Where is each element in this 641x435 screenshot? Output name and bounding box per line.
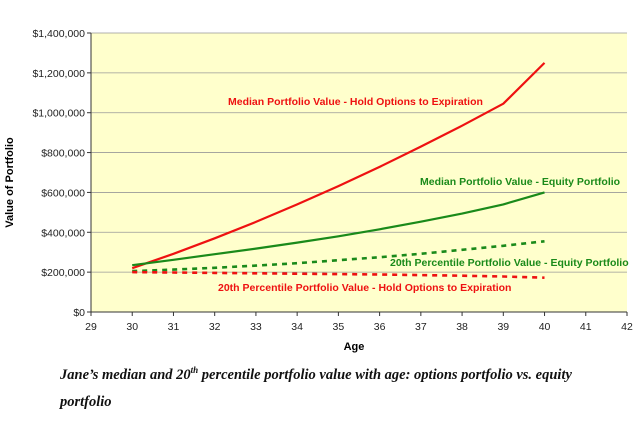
series-line-p20-equity <box>132 240 545 273</box>
x-tick-label-35: 35 <box>333 321 345 333</box>
y-tick-label-1: $200,000 <box>41 267 85 279</box>
series-line-p20-hold-options <box>132 270 545 279</box>
y-tick-label-5: $1,000,000 <box>32 108 85 120</box>
series-line-median-equity <box>132 191 545 267</box>
x-tick-label-41: 41 <box>580 321 592 333</box>
series-label-p20-equity: 20th Percentile Portfolio Value - Equity… <box>390 257 629 269</box>
x-tick-label-34: 34 <box>291 321 303 333</box>
x-axis-ticks: 29 30 31 32 33 34 35 36 37 38 39 40 41 42 <box>85 312 633 333</box>
figure-caption: Jane’s median and 20th percentile portfo… <box>60 362 620 416</box>
y-tick-label-7: $1,400,000 <box>32 28 85 40</box>
y-tick-label-4: $800,000 <box>41 148 85 160</box>
caption-superscript: th <box>190 365 199 376</box>
x-tick-label-38: 38 <box>456 321 468 333</box>
y-tick-label-6: $1,200,000 <box>32 68 85 80</box>
y-axis-ticks: $0 $200,000 $400,000 $600,000 $800,000 $1,000… <box>32 28 91 319</box>
caption-text-start: Jane’s median and 20 <box>60 367 191 383</box>
caption-text-end: percentile portfolio value with age: opt… <box>60 367 572 410</box>
x-tick-label-37: 37 <box>415 321 427 333</box>
series-layer <box>131 62 546 279</box>
x-tick-label-40: 40 <box>539 321 551 333</box>
series-label-median-equity: Median Portfolio Value - Equity Portfoli… <box>420 176 620 188</box>
gridlines <box>91 32 627 273</box>
y-tick-label-2: $400,000 <box>41 227 85 239</box>
x-axis-title: Age <box>344 341 365 353</box>
y-tick-label-3: $600,000 <box>41 187 85 199</box>
series-labels: Median Portfolio Value - Hold Options to… <box>218 96 629 294</box>
x-tick-label-29: 29 <box>85 321 97 333</box>
x-tick-label-30: 30 <box>126 321 138 333</box>
y-axis-title: Value of Portfolio <box>4 137 16 228</box>
x-tick-label-39: 39 <box>497 321 509 333</box>
x-tick-label-33: 33 <box>250 321 262 333</box>
plot-area <box>91 33 627 312</box>
x-tick-label-42: 42 <box>621 321 633 333</box>
y-tick-label-0: $0 <box>73 307 85 319</box>
series-label-median-hold-options: Median Portfolio Value - Hold Options to… <box>228 96 483 108</box>
x-tick-label-32: 32 <box>209 321 221 333</box>
series-label-p20-hold-options: 20th Percentile Portfolio Value - Hold O… <box>218 282 511 294</box>
x-tick-label-36: 36 <box>374 321 386 333</box>
portfolio-line-chart: 29 30 31 32 33 34 35 36 37 38 39 40 41 42 $0$200,000$… <box>4 28 633 353</box>
x-tick-label-31: 31 <box>168 321 180 333</box>
series-line-median-hold-options <box>131 62 546 270</box>
